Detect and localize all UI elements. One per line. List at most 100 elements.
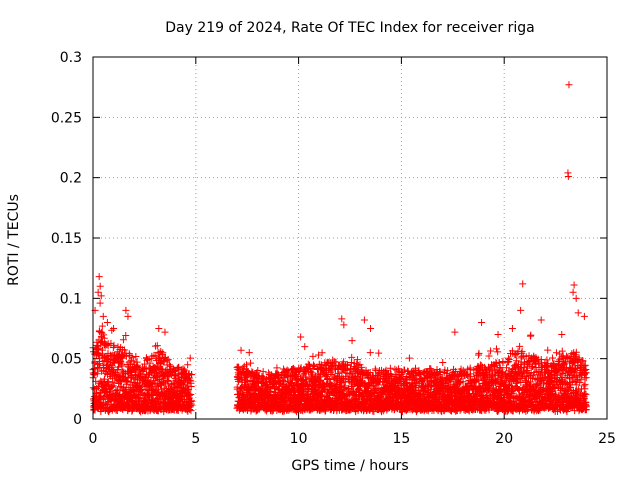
data-point [119,336,127,344]
data-point [348,337,356,345]
y-tick-label: 0.25 [51,110,82,126]
data-point [90,365,98,373]
data-point [297,333,305,341]
data-point [544,346,552,354]
data-point [310,361,318,369]
data-point [569,288,577,296]
data-point [170,371,178,379]
data-point [273,364,281,372]
data-point [259,368,267,376]
data-point [309,352,317,360]
data-points [89,81,590,416]
data-point [237,375,245,383]
data-point [478,318,486,326]
data-point [164,355,172,363]
data-point [128,353,136,361]
data-point [123,377,131,385]
data-point [570,281,578,289]
x-tick-label: 20 [495,431,513,447]
data-point [181,366,189,374]
data-point [140,392,148,400]
data-point [580,312,588,320]
data-point [144,355,152,363]
data-point [301,343,309,351]
data-point [552,349,560,357]
data-point [405,354,413,362]
chart-title: Day 219 of 2024, Rate Of TEC Index for r… [165,20,534,36]
data-point [130,357,138,365]
data-point [574,309,582,317]
data-point [519,280,527,288]
data-point [109,382,117,390]
data-point [118,362,126,370]
data-point [130,375,138,383]
data-point [122,331,130,339]
data-point [242,361,250,369]
data-point [103,379,111,387]
data-point [160,358,168,366]
data-point [98,322,106,330]
data-point [112,370,120,378]
data-point [564,172,572,180]
data-point [244,406,252,414]
data-point [340,321,348,329]
data-point [96,299,104,307]
data-point [558,331,566,339]
data-point [152,352,160,360]
data-point [120,346,128,354]
data-point [237,346,245,354]
data-point [99,395,107,403]
data-point [164,377,172,385]
y-tick-label: 0.2 [60,171,82,187]
data-point [132,353,140,361]
data-point [517,306,525,314]
data-point [110,341,118,349]
y-tick-label: 0.15 [51,231,82,247]
data-point [100,375,108,383]
data-point [367,325,375,332]
data-point [95,351,103,359]
data-point [141,360,149,368]
data-point [124,312,132,320]
data-point [245,349,253,357]
data-point [184,361,192,369]
data-point [308,369,316,377]
data-point [103,341,111,349]
data-point [134,391,142,399]
x-tick-label: 10 [290,431,308,447]
data-point [94,288,102,296]
data-point [187,383,195,391]
y-tick-label: 0.3 [60,50,82,66]
data-point [103,318,111,326]
data-point [188,371,196,379]
data-point [527,331,535,339]
data-point [360,316,368,324]
x-tick-label: 0 [89,431,98,447]
data-point [122,306,130,314]
data-point [186,354,194,362]
data-point [247,359,255,367]
data-point [153,342,161,350]
data-point [95,345,103,353]
y-axis-label: ROTI / TECUs [6,194,22,286]
data-point [99,312,107,320]
data-point [110,325,118,332]
data-point [100,334,108,342]
data-point [254,366,262,374]
data-point [135,374,143,382]
data-point [100,331,108,339]
data-point [439,358,447,366]
data-point [548,354,556,362]
data-point [108,326,116,334]
y-tick-label: 0.05 [51,352,82,368]
x-tick-label: 5 [191,431,200,447]
data-point [96,282,104,290]
data-point [508,325,516,332]
data-point [451,328,459,336]
data-point [155,325,163,332]
data-point [115,363,123,371]
data-point [475,349,483,357]
x-tick-label: 25 [598,431,616,447]
data-point [485,352,493,360]
